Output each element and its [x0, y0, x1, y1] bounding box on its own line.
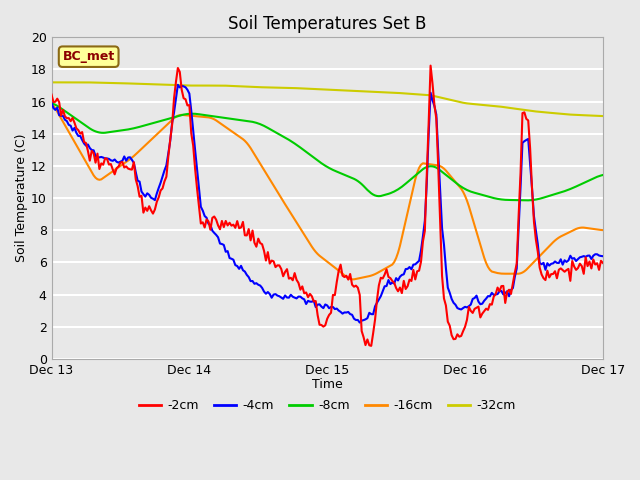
Title: Soil Temperatures Set B: Soil Temperatures Set B — [228, 15, 426, 33]
Legend: -2cm, -4cm, -8cm, -16cm, -32cm: -2cm, -4cm, -8cm, -16cm, -32cm — [134, 394, 521, 417]
Text: BC_met: BC_met — [63, 50, 115, 63]
X-axis label: Time: Time — [312, 378, 342, 391]
Y-axis label: Soil Temperature (C): Soil Temperature (C) — [15, 134, 28, 263]
